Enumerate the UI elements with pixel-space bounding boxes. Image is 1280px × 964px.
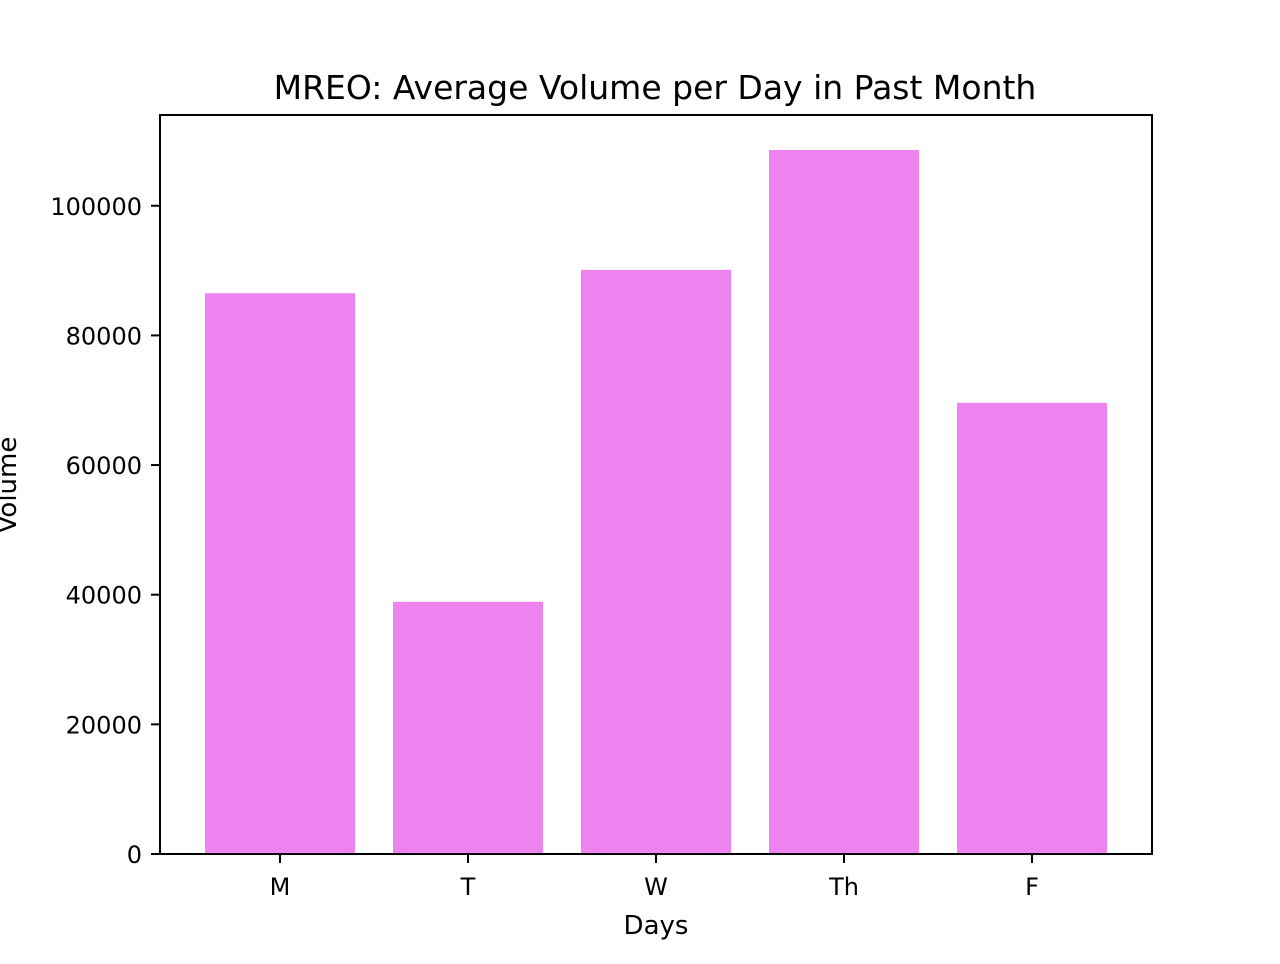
x-tick-label: T xyxy=(460,873,476,901)
x-axis-ticks: M T W Th F xyxy=(270,854,1039,901)
bar-w xyxy=(581,269,731,855)
bar-f xyxy=(957,402,1107,854)
x-tick-label: F xyxy=(1025,873,1039,901)
x-axis-label: Days xyxy=(624,911,689,941)
bar-t xyxy=(393,601,543,854)
chart-title: MREO: Average Volume per Day in Past Mon… xyxy=(274,68,1037,107)
x-tick-label: W xyxy=(644,873,668,901)
bar-m xyxy=(205,293,355,854)
y-axis-ticks: 0 20000 40000 60000 80000 100000 xyxy=(50,193,160,869)
y-axis-label: Volume xyxy=(0,437,23,534)
y-tick-label: 80000 xyxy=(66,322,142,350)
x-tick-label: Th xyxy=(828,873,859,901)
bars-group xyxy=(205,150,1107,855)
plot-frame xyxy=(159,114,1153,855)
y-tick-label: 100000 xyxy=(50,193,142,221)
bar-th xyxy=(769,150,919,855)
x-tick-label: M xyxy=(270,873,291,901)
y-tick-label: 20000 xyxy=(66,711,142,739)
y-tick-label: 40000 xyxy=(66,582,142,610)
y-tick-label: 0 xyxy=(127,841,142,869)
y-tick-label: 60000 xyxy=(66,452,142,480)
